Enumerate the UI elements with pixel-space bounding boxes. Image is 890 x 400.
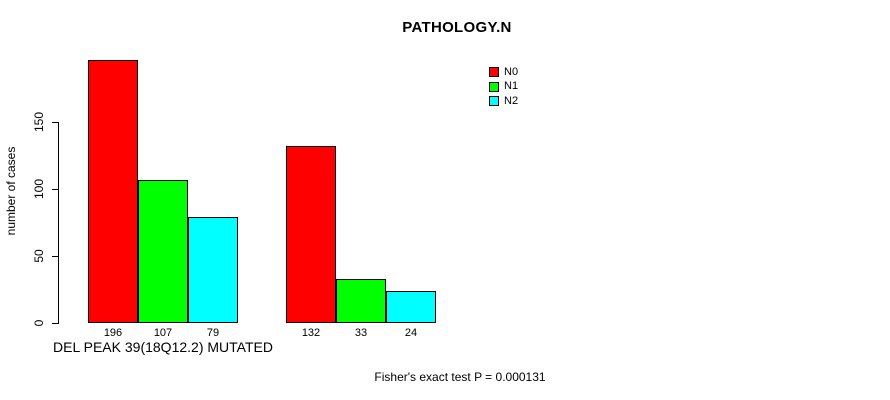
bar-N0-group-2 xyxy=(286,146,336,323)
y-axis-tick xyxy=(52,256,58,257)
bar-N2-group-1 xyxy=(188,217,238,323)
y-axis-tick xyxy=(52,189,58,190)
bar-N1-group-1 xyxy=(138,180,188,323)
y-axis-label: number of cases xyxy=(4,146,18,236)
bar-value-label: 107 xyxy=(153,327,173,339)
y-axis-tick xyxy=(52,323,58,324)
bar-N1-group-2 xyxy=(336,279,386,323)
y-axis-tick-label: 150 xyxy=(32,111,46,133)
bar-N0-group-1 xyxy=(88,60,138,323)
stats-annotation: Fisher's exact test P = 0.000131 xyxy=(374,370,546,384)
y-axis-tick xyxy=(52,122,58,123)
legend-color-swatch-icon xyxy=(489,81,499,92)
legend-label: N1 xyxy=(504,80,519,93)
bar-value-label: 33 xyxy=(354,327,368,339)
y-axis-line xyxy=(58,122,59,324)
bar-value-label: 196 xyxy=(103,327,123,339)
y-axis-tick-label: 100 xyxy=(32,178,46,200)
bar-value-label: 132 xyxy=(301,327,321,339)
legend-item-N2: N2 xyxy=(489,94,518,109)
bar-N2-group-2 xyxy=(386,291,436,323)
legend-color-swatch-icon xyxy=(489,67,499,78)
bar-value-label: 79 xyxy=(206,327,220,339)
y-axis-tick-label: 0 xyxy=(32,319,46,327)
legend-item-N1: N1 xyxy=(489,80,518,95)
legend-color-swatch-icon xyxy=(489,96,499,107)
legend-label: N2 xyxy=(504,94,519,107)
chart-title: PATHOLOGY.N xyxy=(402,19,512,36)
legend-label: N0 xyxy=(504,65,519,78)
legend-item-N0: N0 xyxy=(489,65,518,80)
x-axis-label: DEL PEAK 39(18Q12.2) MUTATED xyxy=(53,339,273,355)
legend: N0 N1 N2 xyxy=(489,65,518,109)
bar-value-label: 24 xyxy=(404,327,418,339)
y-axis-tick-label: 50 xyxy=(32,249,46,263)
